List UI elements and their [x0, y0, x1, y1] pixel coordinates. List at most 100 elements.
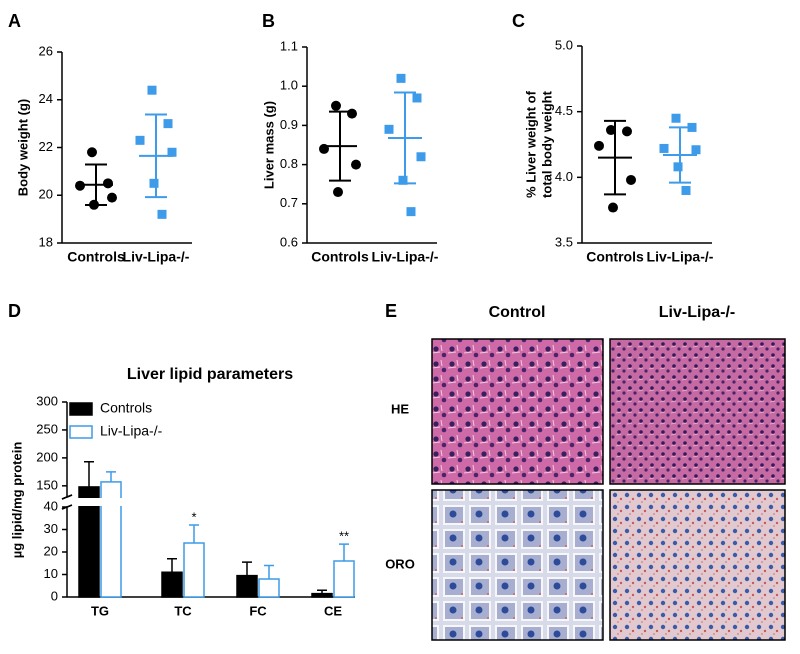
y-tick-label: 200 [36, 449, 58, 464]
point [331, 100, 341, 111]
y-axis-label: % Liver weight of [523, 90, 538, 198]
point [626, 174, 636, 185]
point [594, 140, 604, 151]
histology-image [431, 489, 604, 641]
point [406, 207, 416, 217]
bar [161, 571, 183, 598]
y-tick-label: 1.0 [280, 78, 298, 93]
point [622, 126, 632, 137]
x-tick-label: FC [249, 603, 267, 618]
significance-label: * [191, 509, 196, 524]
error-bar [189, 524, 199, 543]
x-tick-label: Controls [67, 249, 125, 265]
x-tick-label: TC [174, 603, 192, 618]
x-tick-label: Liv-Lipa-/- [372, 249, 439, 265]
point [347, 108, 357, 119]
point [384, 124, 394, 134]
row-label: HE [391, 401, 409, 416]
y-axis-label: Body weight (g) [15, 99, 30, 197]
point [673, 162, 683, 172]
point [416, 152, 426, 162]
y-tick-label: 30 [44, 521, 58, 536]
point [671, 113, 681, 123]
error-bar [339, 543, 349, 561]
histology-image [609, 338, 786, 485]
y-tick-label: 26 [39, 43, 53, 58]
y-tick-label: 4.5 [555, 103, 573, 118]
point [163, 119, 173, 129]
y-tick-label: 20 [39, 187, 53, 202]
point [107, 192, 117, 203]
point [87, 147, 97, 158]
y-tick-label: 0 [51, 588, 58, 603]
x-tick-label: Controls [586, 249, 644, 265]
error-bar [167, 558, 177, 573]
y-tick-label: 4.0 [555, 169, 573, 184]
significance-label: ** [339, 529, 349, 544]
error-bar [317, 589, 327, 594]
point [659, 143, 669, 153]
y-axis-label: Liver mass (g) [261, 101, 276, 189]
y-axis-label: total body weight [539, 90, 554, 198]
error-bar [394, 91, 416, 185]
point [103, 178, 113, 189]
y-tick-label: 5.0 [555, 37, 573, 52]
legend-swatch [69, 425, 93, 439]
y-axis-label: µg lipid/mg protein [9, 442, 24, 559]
point [398, 175, 408, 185]
y-tick-label: 1.1 [280, 38, 298, 53]
point [167, 147, 177, 157]
point [687, 122, 697, 132]
panel-letter: C [512, 11, 525, 31]
bar [311, 592, 333, 598]
bar [333, 560, 355, 598]
y-tick-label: 3.5 [555, 234, 573, 249]
chart-title: Liver lipid parameters [127, 366, 293, 383]
y-tick-label: 24 [39, 91, 53, 106]
y-tick-label: 0.8 [280, 156, 298, 171]
point [157, 209, 167, 219]
row-label: ORO [385, 556, 415, 571]
point [396, 73, 406, 83]
panel-letter: A [8, 11, 21, 31]
y-tick-label: 20 [44, 543, 58, 558]
error-bar [604, 119, 626, 196]
column-label: Control [489, 304, 546, 321]
point [135, 135, 145, 145]
point [333, 187, 343, 198]
y-tick-label: 40 [44, 498, 58, 513]
break-gap [65, 498, 355, 506]
point [147, 85, 157, 95]
y-tick-label: 250 [36, 421, 58, 436]
legend-label: Liv-Lipa-/- [100, 423, 163, 439]
bar [258, 578, 280, 598]
axis-break [61, 494, 73, 510]
histology-image [431, 338, 604, 485]
y-tick-label: 18 [39, 234, 53, 249]
point [608, 202, 618, 213]
panel-letter: B [262, 11, 275, 31]
x-tick-label: Controls [311, 249, 369, 265]
error-bar [264, 564, 274, 579]
y-tick-label: 0.6 [280, 234, 298, 249]
x-tick-label: Liv-Lipa-/- [123, 249, 190, 265]
point [681, 185, 691, 195]
point [351, 159, 361, 170]
column-label: Liv-Lipa-/- [659, 304, 735, 321]
x-tick-label: TG [91, 603, 109, 618]
y-tick-label: 150 [36, 477, 58, 492]
point [691, 145, 701, 155]
error-bar [85, 163, 107, 207]
legend-swatch [69, 402, 93, 416]
x-tick-label: CE [324, 603, 342, 618]
error-bar [106, 471, 116, 482]
point [412, 93, 422, 103]
y-tick-label: 10 [44, 566, 58, 581]
histology-image [609, 489, 786, 641]
panel-letter: D [8, 301, 21, 321]
y-tick-label: 0.9 [280, 117, 298, 132]
legend-label: Controls [100, 400, 152, 416]
bar [236, 574, 258, 598]
error-bar [669, 126, 691, 184]
